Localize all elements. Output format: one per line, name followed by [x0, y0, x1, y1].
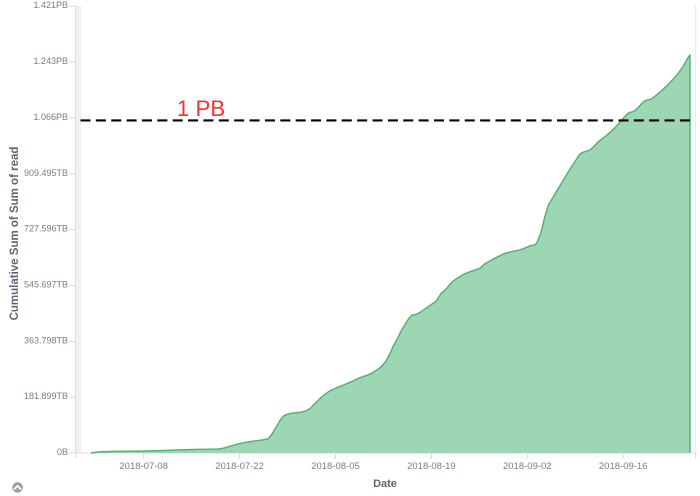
svg-text:545.697TB: 545.697TB	[24, 280, 68, 290]
svg-text:2018-07-08: 2018-07-08	[119, 461, 168, 472]
svg-text:2018-09-02: 2018-09-02	[503, 461, 552, 472]
svg-text:Cumulative Sum of Sum of read: Cumulative Sum of Sum of read	[9, 147, 21, 321]
svg-text:181.899TB: 181.899TB	[24, 391, 68, 401]
svg-text:909.495TB: 909.495TB	[24, 168, 68, 178]
svg-text:2018-08-05: 2018-08-05	[311, 461, 360, 472]
svg-text:1.243PB: 1.243PB	[33, 56, 68, 66]
svg-text:2018-08-19: 2018-08-19	[407, 461, 456, 472]
svg-text:0B: 0B	[57, 447, 68, 457]
svg-text:363.798TB: 363.798TB	[24, 335, 68, 345]
svg-text:2018-07-22: 2018-07-22	[215, 461, 264, 472]
svg-text:727.596TB: 727.596TB	[24, 224, 68, 234]
svg-text:1.421PB: 1.421PB	[33, 0, 68, 10]
svg-text:2018-09-16: 2018-09-16	[599, 461, 648, 472]
svg-text:Date: Date	[373, 478, 397, 490]
svg-text:1.066PB: 1.066PB	[33, 112, 68, 122]
svg-text:1 PB: 1 PB	[177, 96, 225, 121]
